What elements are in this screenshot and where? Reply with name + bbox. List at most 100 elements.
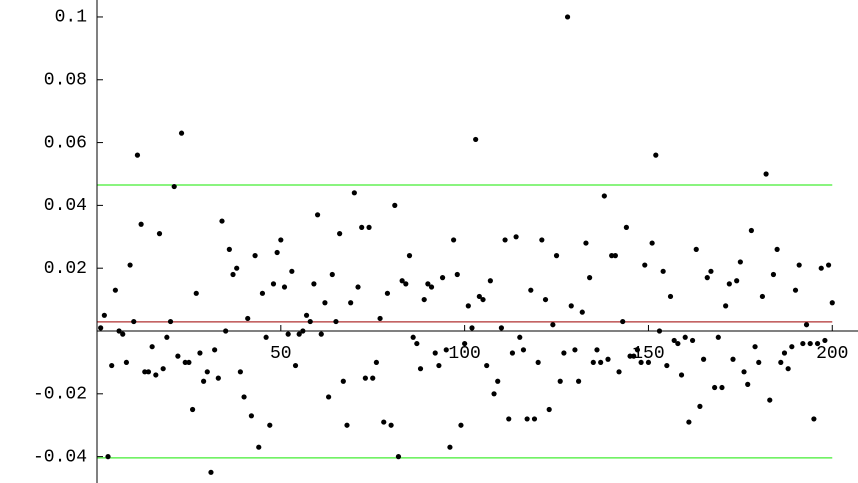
point [726, 281, 732, 287]
y-tick-label: 0.02 [44, 259, 87, 279]
point [348, 300, 354, 306]
point [337, 231, 343, 237]
point [178, 130, 185, 136]
point [671, 337, 677, 344]
y-tick-label: 0.08 [44, 71, 87, 91]
point [219, 218, 225, 224]
x-tick-label: 50 [270, 344, 292, 364]
point [495, 378, 501, 384]
x-tick-label: 200 [816, 344, 848, 364]
point [682, 334, 688, 340]
point [627, 353, 633, 359]
point [388, 422, 394, 428]
point [263, 334, 269, 340]
point [145, 369, 152, 375]
point [734, 278, 740, 284]
point [134, 152, 141, 158]
point [193, 290, 199, 296]
point [333, 318, 339, 325]
point [723, 303, 729, 309]
point [601, 193, 607, 199]
point [171, 183, 177, 190]
point [524, 416, 530, 422]
point [160, 366, 166, 372]
point [439, 275, 446, 281]
point [759, 293, 766, 300]
y-tick-label: 0.1 [55, 8, 87, 28]
point [318, 331, 324, 337]
point [138, 221, 144, 227]
point [557, 378, 563, 384]
point [362, 375, 368, 381]
point [109, 362, 115, 369]
point [344, 422, 350, 428]
point [473, 136, 479, 143]
point [329, 271, 335, 278]
point [105, 454, 111, 460]
point [156, 231, 163, 237]
point [520, 347, 527, 353]
point [752, 344, 758, 350]
point [189, 406, 196, 413]
point [811, 416, 817, 422]
point [274, 249, 280, 256]
point [127, 262, 133, 268]
point [653, 152, 659, 158]
y-tick-label: -0.02 [33, 385, 87, 405]
point [770, 271, 777, 278]
point [465, 303, 471, 309]
point [432, 350, 438, 356]
point [675, 340, 681, 347]
point [120, 331, 126, 337]
point [778, 359, 784, 366]
point [153, 372, 159, 378]
point [487, 278, 493, 284]
point [403, 281, 409, 287]
point [660, 268, 666, 274]
point [186, 359, 192, 366]
point [458, 422, 464, 428]
point [208, 469, 214, 475]
point [634, 347, 641, 353]
point [579, 309, 585, 315]
point [123, 359, 130, 366]
point [645, 359, 652, 366]
point [289, 268, 295, 274]
point [638, 359, 644, 366]
point [101, 312, 107, 318]
point [649, 240, 655, 246]
point [443, 347, 449, 353]
point [748, 227, 754, 234]
point [542, 296, 549, 303]
point [719, 384, 725, 391]
point [307, 318, 313, 325]
point [212, 347, 218, 353]
point [763, 171, 769, 177]
point [259, 290, 266, 296]
point [484, 362, 490, 369]
point [384, 290, 391, 296]
point [167, 318, 174, 325]
point [656, 328, 663, 334]
point [693, 246, 699, 252]
point [296, 331, 302, 337]
point [215, 375, 221, 381]
point [517, 334, 523, 340]
point [513, 234, 519, 240]
point [564, 14, 571, 20]
point [204, 369, 210, 375]
point [175, 353, 181, 359]
point [506, 416, 512, 422]
point [756, 359, 762, 366]
point [803, 322, 810, 328]
point [370, 375, 376, 381]
point [480, 296, 486, 303]
point [201, 378, 207, 384]
point [314, 212, 321, 218]
point [116, 328, 122, 334]
point [285, 331, 291, 337]
point [642, 262, 648, 268]
point [410, 334, 416, 340]
point [664, 362, 670, 369]
